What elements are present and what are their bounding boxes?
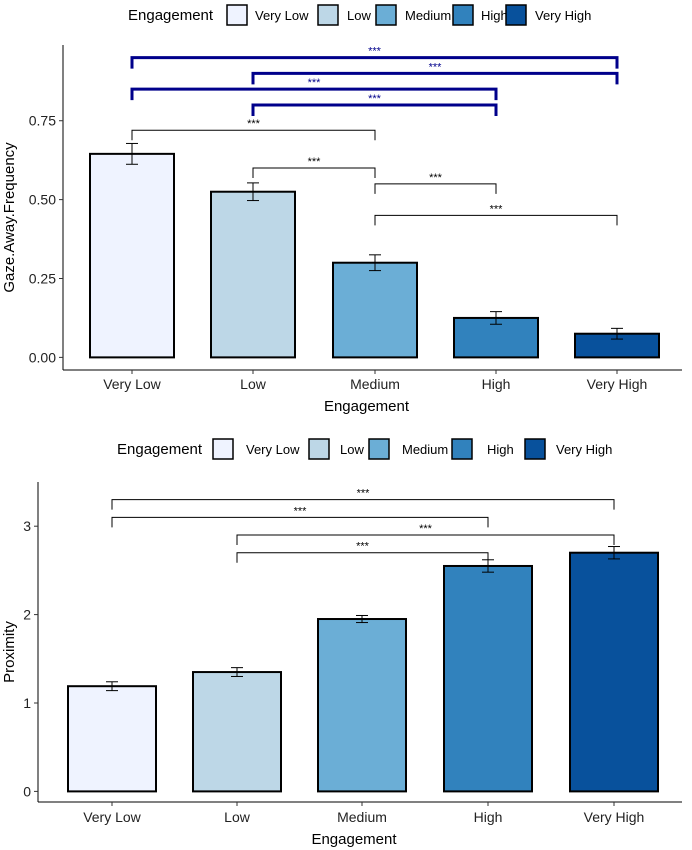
y-tick-label: 1 bbox=[23, 695, 31, 711]
significance-label-7: *** bbox=[490, 203, 504, 215]
y-tick-label: 0.25 bbox=[29, 270, 56, 286]
significance-bracket-5 bbox=[252, 167, 376, 179]
bar-3 bbox=[443, 564, 533, 793]
legend-swatch-4 bbox=[524, 438, 546, 460]
y-tick-label: 0.00 bbox=[29, 349, 56, 365]
significance-label-0: *** bbox=[357, 488, 371, 500]
y-tick-label: 0.75 bbox=[29, 113, 56, 129]
significance-bracket-4 bbox=[131, 129, 376, 141]
legend-swatch-2 bbox=[368, 438, 390, 460]
significance-label-1: *** bbox=[294, 505, 308, 517]
chart-proximity: Engagement Very Low Low Medium High Very High… bbox=[1, 438, 682, 848]
bar-1 bbox=[210, 190, 296, 359]
x-tick-label-1: Low bbox=[224, 809, 251, 825]
legend-label-1: Low bbox=[347, 8, 371, 23]
legend-swatch-0 bbox=[212, 438, 234, 460]
significance-bracket-1 bbox=[111, 516, 489, 528]
legend-label-3: High bbox=[481, 8, 508, 23]
chart-gaze-away: Engagement Very Low Low Medium High Very High… bbox=[1, 4, 682, 415]
significance-label-1: *** bbox=[429, 61, 443, 73]
significance-bracket-1 bbox=[251, 71, 619, 85]
legend-swatch-1 bbox=[317, 4, 339, 26]
significance-label-2: *** bbox=[308, 77, 322, 89]
legend-swatch-1 bbox=[308, 438, 330, 460]
x-tick-label-2: Medium bbox=[350, 376, 400, 392]
legend-label-4: Very High bbox=[535, 8, 591, 23]
legend: Engagement Very Low Low Medium High Very High bbox=[128, 4, 591, 26]
x-axis-title: Engagement bbox=[311, 831, 397, 848]
significance-label-5: *** bbox=[308, 156, 322, 168]
significance-label-6: *** bbox=[429, 172, 443, 184]
y-tick-label: 0 bbox=[23, 783, 31, 799]
legend-swatch-0 bbox=[226, 4, 248, 26]
legend-label-2: Medium bbox=[405, 8, 451, 23]
x-tick-label-3: High bbox=[474, 809, 503, 825]
significance-label-2: *** bbox=[419, 523, 433, 535]
y-tick-label: 2 bbox=[23, 607, 31, 623]
significance-bracket-0 bbox=[111, 499, 615, 510]
legend-swatch-4 bbox=[505, 4, 527, 26]
legend-title: Engagement bbox=[117, 441, 203, 458]
legend-swatch-2 bbox=[375, 4, 397, 26]
legend-title: Engagement bbox=[128, 7, 214, 24]
significance-bracket-2 bbox=[130, 87, 498, 101]
significance-label-0: *** bbox=[368, 46, 382, 58]
significance-label-4: *** bbox=[247, 118, 261, 130]
legend-label-3: High bbox=[487, 442, 514, 457]
legend-label-2: Medium bbox=[402, 442, 448, 457]
significance-bracket-2 bbox=[236, 534, 615, 546]
y-axis-title: Gaze.Away.Frequency bbox=[1, 142, 18, 293]
bar-2 bbox=[332, 261, 418, 359]
significance-bracket-6 bbox=[374, 183, 497, 194]
bar-1 bbox=[192, 671, 282, 793]
x-tick-label-0: Very Low bbox=[103, 376, 161, 392]
x-tick-label-4: Very High bbox=[584, 809, 645, 825]
bar-2 bbox=[317, 618, 407, 793]
significance-bracket-7 bbox=[374, 214, 618, 226]
x-tick-label-0: Very Low bbox=[83, 809, 141, 825]
x-tick-label-4: Very High bbox=[587, 376, 648, 392]
significance-bracket-0 bbox=[130, 56, 619, 69]
legend-label-0: Very Low bbox=[255, 8, 309, 23]
significance-label-3: *** bbox=[368, 93, 382, 105]
legend-swatch-3 bbox=[451, 438, 473, 460]
bar-0 bbox=[89, 152, 175, 359]
x-axis-title: Engagement bbox=[324, 398, 410, 415]
x-tick-label-3: High bbox=[482, 376, 511, 392]
bar-0 bbox=[67, 685, 157, 793]
y-tick-label: 0.50 bbox=[29, 192, 56, 208]
significance-label-3: *** bbox=[356, 541, 370, 553]
legend-swatch-3 bbox=[452, 4, 474, 26]
significance-bracket-3 bbox=[236, 552, 489, 563]
legend-label-1: Low bbox=[340, 442, 364, 457]
y-tick-label: 3 bbox=[23, 518, 31, 534]
x-tick-label-1: Low bbox=[240, 376, 267, 392]
significance-bracket-3 bbox=[251, 103, 498, 116]
legend-label-0: Very Low bbox=[246, 442, 300, 457]
x-tick-label-2: Medium bbox=[337, 809, 387, 825]
bar-4 bbox=[569, 551, 659, 793]
y-axis-title: Proximity bbox=[1, 621, 18, 683]
legend-label-4: Very High bbox=[556, 442, 612, 457]
legend: Engagement Very Low Low Medium High Very High bbox=[117, 438, 612, 460]
